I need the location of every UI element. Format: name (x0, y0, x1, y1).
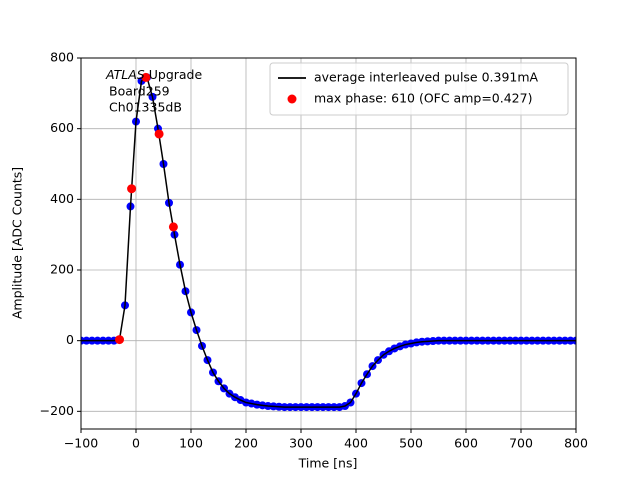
legend-box (269, 62, 569, 116)
series-line (81, 76, 576, 408)
phase-marker (154, 129, 164, 139)
plot-area (81, 72, 576, 412)
x-tick-label: 0 (132, 436, 140, 451)
annotation: ATLAS Upgrade (105, 67, 202, 82)
x-tick-label: 400 (344, 436, 368, 451)
y-tick-label: 0 (66, 332, 74, 347)
x-tick-label: 600 (454, 436, 478, 451)
legend-swatch (287, 94, 297, 104)
x-tick-label: 200 (234, 436, 258, 451)
x-tick-label: 700 (509, 436, 533, 451)
x-tick-label: 500 (399, 436, 423, 451)
y-tick-label: −200 (40, 403, 74, 418)
annotation-upgrade: Upgrade (149, 67, 203, 82)
phase-marker (115, 335, 124, 345)
x-axis-label: Time [ns] (298, 456, 358, 471)
x-tick-label: 300 (289, 436, 313, 451)
y-axis-label: Amplitude [ADC Counts] (10, 167, 25, 319)
y-tick-label: 200 (50, 262, 74, 277)
phase-marker (127, 184, 137, 194)
legend-label: average interleaved pulse 0.391mA (314, 70, 539, 85)
y-tick-label: 800 (50, 50, 74, 65)
annotation-atlas: ATLAS (105, 67, 145, 82)
x-tick-label: −100 (64, 436, 98, 451)
annotation-channel: Ch01335dB (109, 100, 182, 115)
phase-marker (141, 72, 151, 82)
legend-label: max phase: 610 (OFC amp=0.427) (314, 91, 532, 106)
y-tick-label: 400 (50, 191, 74, 206)
phase-marker (168, 222, 178, 232)
y-tick-label: 600 (50, 120, 74, 135)
x-tick-label: 100 (179, 436, 203, 451)
axes-frame (80, 57, 577, 430)
x-tick-label: 800 (564, 436, 588, 451)
annotation-board: Board259 (109, 84, 170, 99)
